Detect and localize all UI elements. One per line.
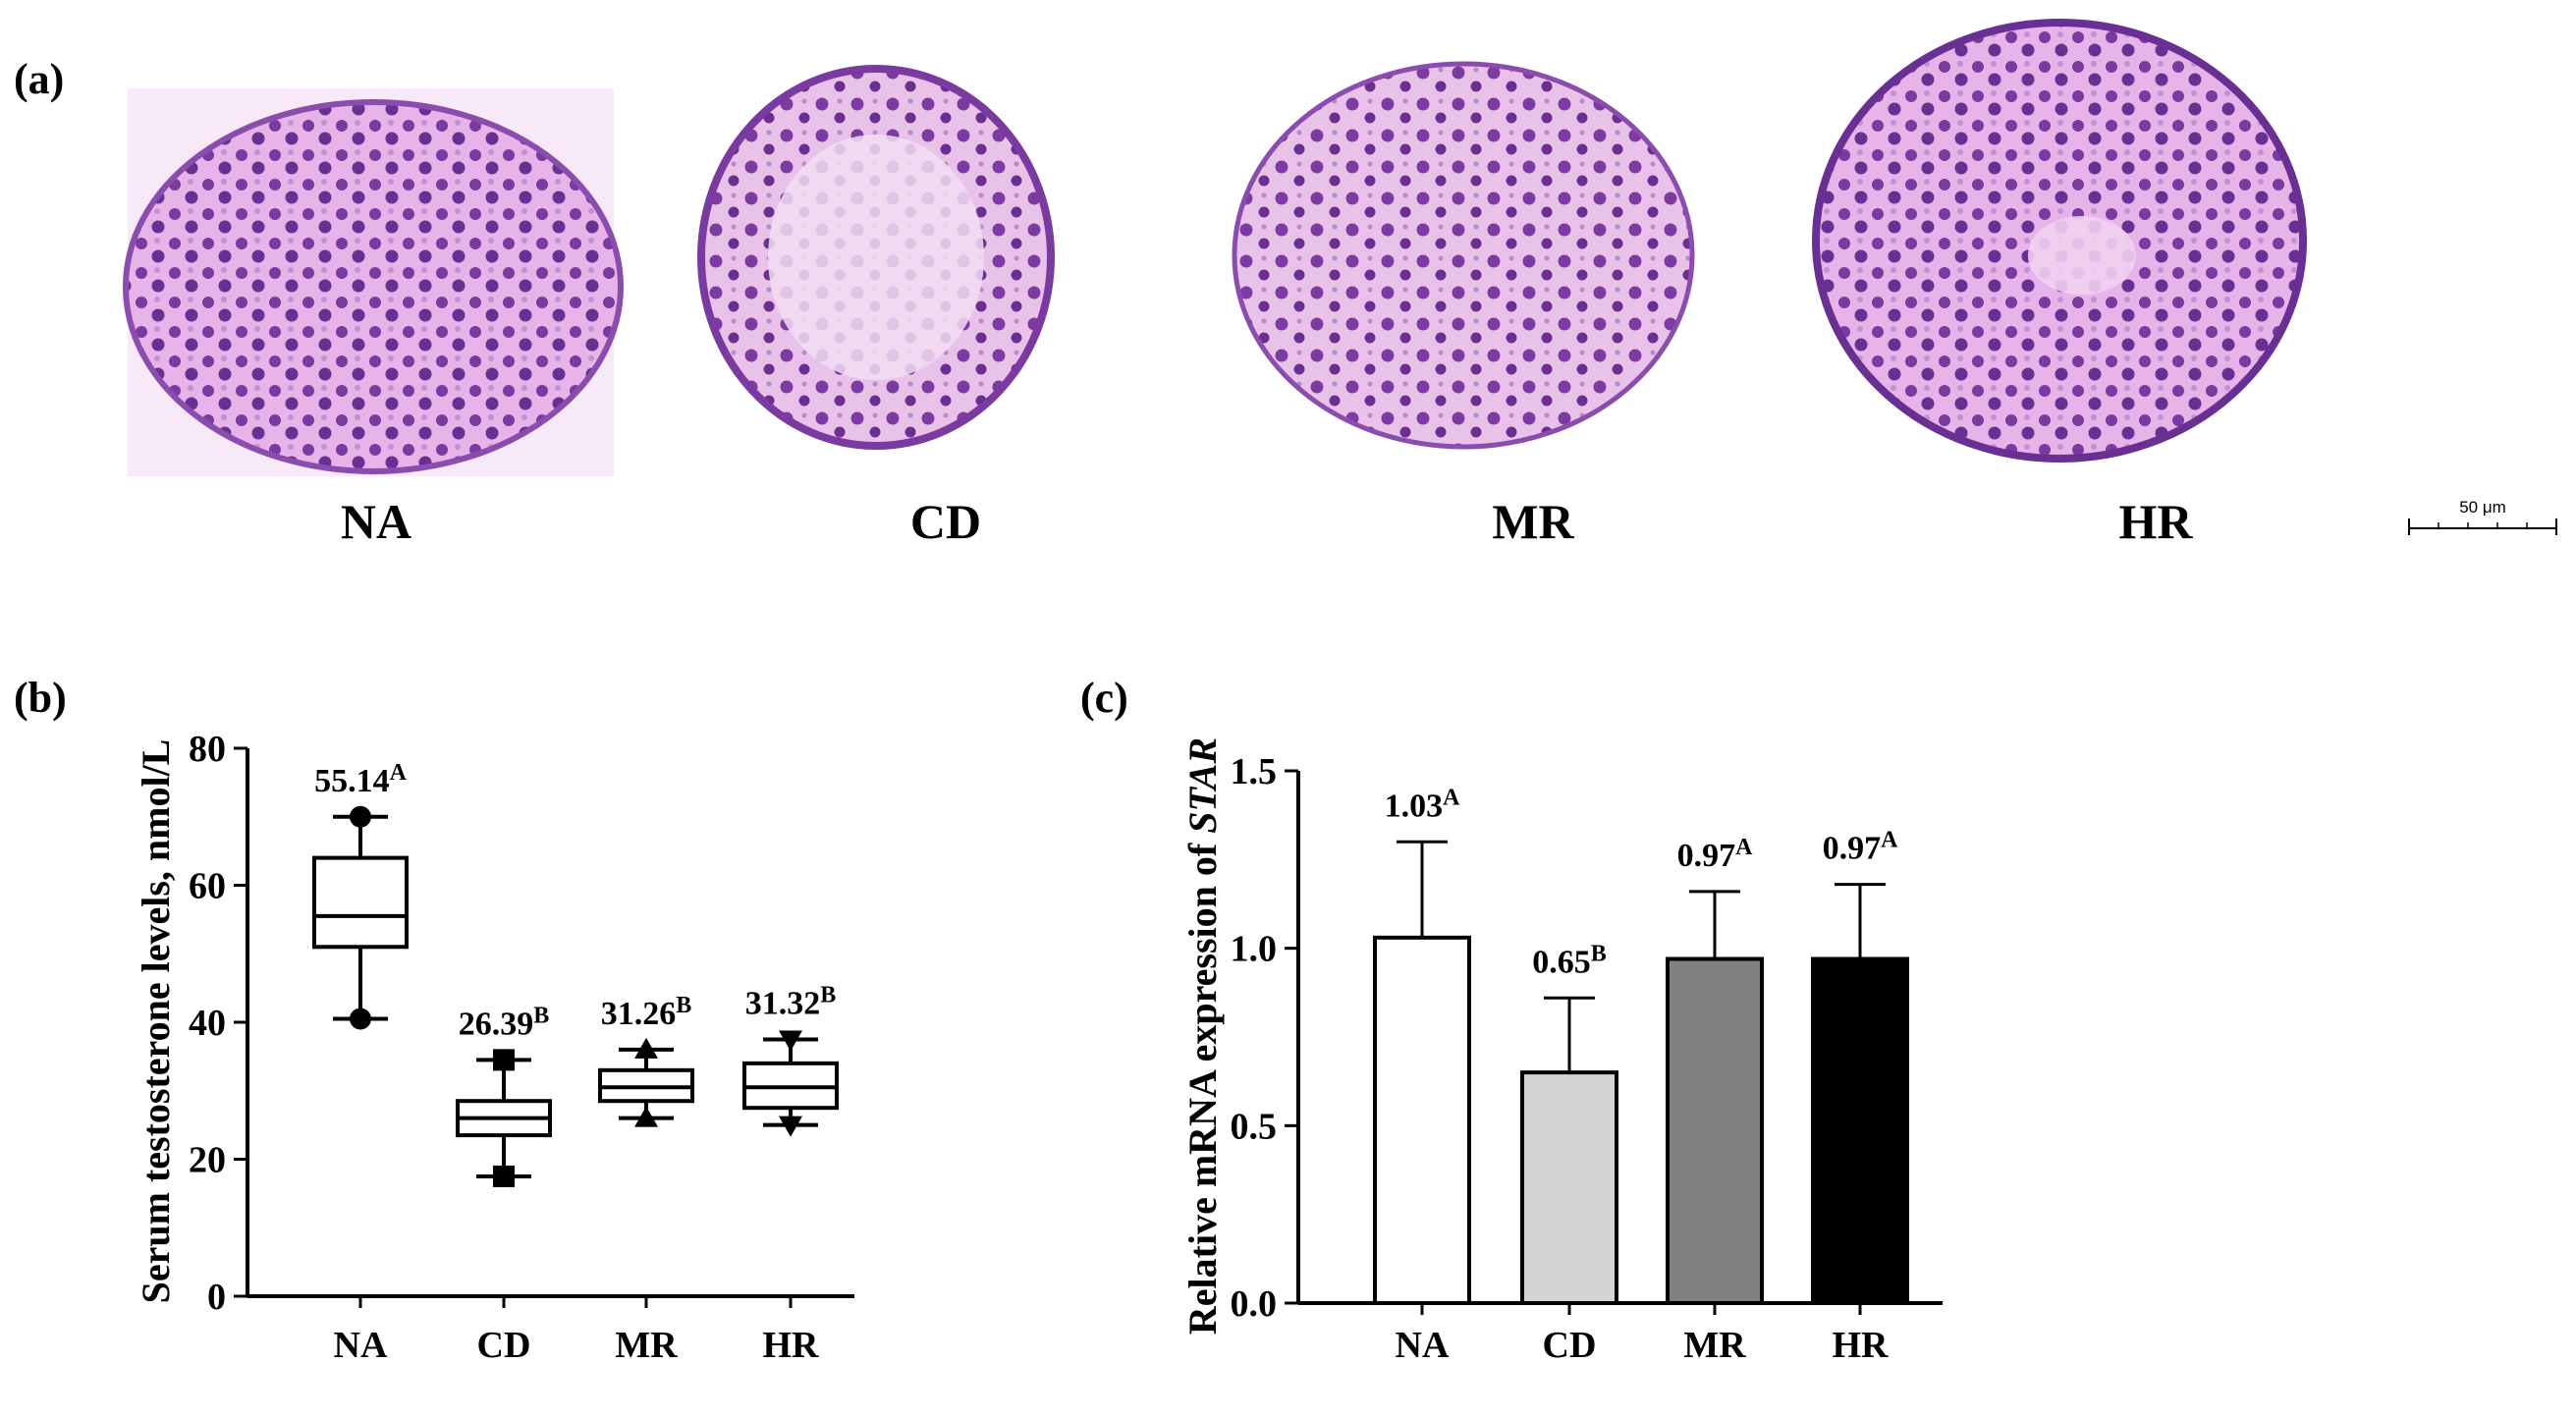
chart-b-ytick-label: 60 (189, 866, 226, 907)
tubule-hr-lumen (2028, 216, 2136, 295)
chart-c-data-label: 0.97A (1677, 835, 1754, 874)
chart-b-ytick-label: 0 (207, 1277, 226, 1318)
chart-b-data-label-letter: A (390, 760, 408, 786)
chart-b-data-label: 26.39B (459, 1003, 550, 1042)
chart-b-xtick-label: NA (334, 1325, 388, 1366)
chart-b-data-label-value: 26.39 (459, 1006, 534, 1042)
chart-c-ytick-label: 0.5 (1231, 1106, 1278, 1147)
panel-b-label: (b) (14, 674, 67, 722)
chart-c-xtick-label: MR (1683, 1325, 1746, 1366)
panel-c-label: (c) (1080, 674, 1128, 722)
chart-c-ytick-label: 1.0 (1231, 929, 1278, 970)
chart-c: Relative mRNA expression of STAR 0.0 0.5 1… (1180, 737, 1943, 1366)
chart-b-data-label: 31.26B (601, 993, 692, 1032)
chart-b-ytick-label: 40 (189, 1003, 226, 1044)
chart-c-ylabel-gene: STAR (1180, 737, 1225, 834)
chart-c-data-label-value: 1.03 (1385, 788, 1444, 824)
chart-c-data-label-letter: A (1443, 785, 1460, 810)
chart-c-data-label-letter: B (1591, 941, 1607, 966)
chart-c-bar (1520, 1070, 1618, 1305)
image-label-hr: HR (2119, 494, 2194, 549)
image-label-na: NA (341, 494, 411, 549)
chart-c-bar (1811, 956, 1909, 1305)
chart-c-data-label-value: 0.97 (1677, 838, 1736, 874)
chart-c-bar (1373, 935, 1471, 1305)
chart-b-xtick-label: CD (477, 1325, 531, 1366)
chart-c-ylabel: Relative mRNA expression of STAR (1180, 737, 1225, 1335)
chart-c-ytick-label: 0.0 (1231, 1283, 1278, 1325)
chart-b-data-label: 31.32B (745, 982, 837, 1021)
chart-b-outlier-marker (350, 805, 371, 828)
chart-c-ytick-label: 1.5 (1231, 751, 1278, 792)
chart-b-ylabel: Serum testosterone levels, nmol/L (134, 739, 178, 1304)
scale-bar: 50 μm (2408, 498, 2557, 535)
chart-b-ytick-label: 80 (189, 729, 226, 770)
image-label-cd: CD (910, 494, 981, 549)
chart-b-data-label-value: 31.32 (745, 985, 821, 1021)
chart-b-outlier-marker (779, 1116, 802, 1137)
chart-b-data-label-value: 55.14 (314, 763, 390, 799)
chart-c-data-label-letter: A (1881, 828, 1898, 853)
chart-c-xtick-label: CD (1543, 1325, 1597, 1366)
chart-b-ytick-label: 20 (189, 1140, 226, 1181)
scale-bar-label: 50 μm (2459, 498, 2506, 517)
image-label-mr: MR (1492, 494, 1574, 549)
chart-b-data-label-letter: B (533, 1003, 549, 1028)
chart-c-data-label: 0.65B (1532, 941, 1607, 980)
micrograph-mr (1232, 61, 1695, 450)
chart-c-data-label: 0.97A (1823, 828, 1899, 867)
micrograph-hr (1812, 19, 2307, 463)
chart-b-xtick-label: MR (615, 1325, 678, 1366)
chart-c-ylabel-prefix: Relative mRNA expression of (1180, 834, 1225, 1335)
chart-b-data-label: 55.14A (314, 760, 408, 799)
chart-b-xtick-label: HR (763, 1325, 820, 1366)
tubule-mr (1232, 61, 1695, 450)
micrograph-cd (697, 65, 1055, 450)
chart-b-outlier-marker (634, 1106, 658, 1127)
chart-c-data-label: 1.03A (1385, 785, 1461, 824)
chart-b-data-label-letter: B (676, 993, 691, 1018)
chart-b-outlier-marker (779, 1030, 802, 1052)
chart-c-xtick-label: HR (1833, 1325, 1890, 1366)
chart-c-bar (1666, 956, 1764, 1305)
chart-c-xtick-label: NA (1396, 1325, 1450, 1366)
chart-c-data-label-letter: A (1735, 835, 1753, 860)
tubule-na (123, 99, 624, 474)
chart-b-data-label-value: 31.26 (601, 996, 677, 1032)
micrograph-na (123, 88, 624, 476)
chart-b-outlier-marker (493, 1165, 515, 1187)
chart-b: Serum testosterone levels, nmol/L 0 20 40 6… (134, 729, 854, 1366)
tubule-cd-lumen (768, 135, 984, 380)
chart-b-outlier-marker (350, 1008, 371, 1030)
chart-b-outlier-marker (493, 1049, 515, 1071)
chart-b-data-label-letter: B (820, 982, 836, 1008)
chart-c-data-label-value: 0.65 (1532, 944, 1591, 980)
chart-c-data-label-value: 0.97 (1823, 831, 1882, 867)
panel-a-label: (a) (14, 55, 64, 103)
chart-b-outlier-marker (634, 1037, 658, 1059)
chart-b-box (312, 855, 409, 950)
